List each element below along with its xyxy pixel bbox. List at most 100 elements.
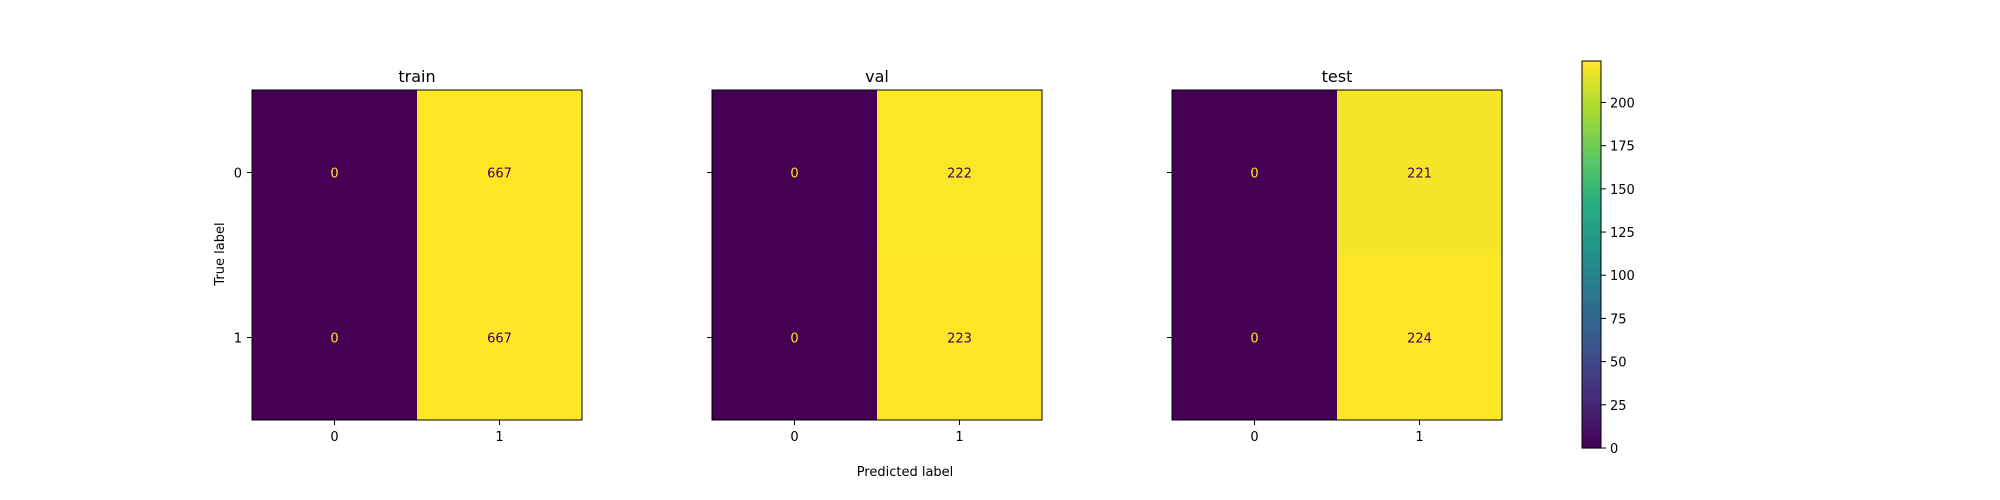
colorbar-tick-label: 200 [1610, 96, 1635, 111]
colorbar-segment [1582, 138, 1601, 144]
colorbar-segment [1582, 380, 1601, 386]
colorbar-segment [1582, 370, 1601, 377]
colorbar-segment [1582, 220, 1601, 227]
colorbar-segment [1582, 399, 1601, 406]
colorbar-segment [1582, 394, 1601, 401]
cell-value-1-1: 667 [487, 332, 512, 347]
colorbar-segment [1582, 85, 1601, 91]
colorbar-segment [1582, 65, 1601, 72]
colorbar-segment [1582, 254, 1601, 260]
colorbar-segment [1582, 206, 1601, 212]
y-tick-label: 0 [234, 167, 242, 182]
panel-title: test [1322, 67, 1353, 86]
colorbar-segment [1582, 317, 1601, 323]
colorbar-segment [1582, 356, 1601, 362]
cell-1-1 [877, 255, 1042, 420]
colorbar-segment [1582, 186, 1601, 193]
cell-0-0 [1172, 90, 1337, 255]
colorbar-segment [1582, 191, 1601, 198]
colorbar-segment [1582, 90, 1601, 96]
colorbar-segment [1582, 148, 1601, 154]
colorbar-segment [1582, 119, 1601, 125]
colorbar-segment [1582, 249, 1601, 256]
colorbar-segment [1582, 336, 1601, 343]
colorbar-segment [1582, 80, 1601, 86]
colorbar-segment [1582, 433, 1601, 439]
colorbar-segment [1582, 152, 1601, 159]
x-axis-title: Predicted label [857, 465, 954, 480]
colorbar-tick-label: 175 [1610, 140, 1635, 155]
panels-layer: 0 667 0 667 train 0 1 0 1 0 222 0 223 val 0 1 0 221 0 224 te… [234, 67, 1503, 445]
colorbar-segment [1582, 157, 1601, 164]
colorbar-segment [1582, 259, 1601, 265]
colorbar-segment [1582, 389, 1601, 396]
colorbar-segment [1582, 172, 1601, 178]
colorbar-segment [1582, 278, 1601, 285]
colorbar-segment [1582, 162, 1601, 169]
colorbar: 0 25 50 75 100 125 150 175 200 [1581, 60, 1635, 457]
colorbar-segment [1582, 423, 1601, 430]
colorbar-tick-label: 25 [1610, 399, 1627, 414]
cell-0-0 [712, 90, 877, 255]
colorbar-segment [1582, 94, 1601, 101]
cell-value-0-0: 0 [790, 167, 798, 182]
colorbar-segment [1582, 61, 1601, 67]
colorbar-tick-label: 75 [1610, 312, 1627, 327]
colorbar-segment [1582, 418, 1601, 425]
colorbar-segment [1582, 114, 1601, 120]
panel-title: train [398, 67, 435, 86]
colorbar-segment [1582, 414, 1601, 420]
colorbar-tick-label: 125 [1610, 226, 1635, 241]
cell-value-1-0: 0 [330, 332, 338, 347]
panel-frame [1171, 89, 1503, 421]
colorbar-segment [1582, 109, 1601, 115]
colorbar-segment [1582, 428, 1601, 435]
colorbar-segment [1582, 128, 1601, 135]
colorbar-segment [1582, 298, 1601, 304]
colorbar-segment [1582, 365, 1601, 372]
colorbar-segment [1582, 360, 1601, 367]
panel-frame [711, 89, 1043, 421]
colorbar-segment [1582, 438, 1601, 444]
panel-title: val [865, 67, 889, 86]
colorbar-segment [1582, 283, 1601, 289]
colorbar-segment [1582, 123, 1601, 130]
cell-0-1 [877, 90, 1042, 255]
colorbar-segment [1582, 196, 1601, 202]
colorbar-segment [1582, 273, 1601, 280]
x-tick-label: 0 [330, 430, 338, 445]
colorbar-segment [1582, 201, 1601, 207]
colorbar-segment [1582, 409, 1601, 415]
colorbar-tick-label: 0 [1610, 442, 1618, 457]
cell-value-0-1: 222 [947, 167, 972, 182]
colorbar-segment [1582, 331, 1601, 338]
panel-train: 0 667 0 667 train 0 1 0 1 [234, 67, 583, 445]
colorbar-tick-label: 150 [1610, 183, 1635, 198]
cell-value-1-1: 224 [1407, 332, 1432, 347]
x-tick-label: 1 [1415, 430, 1423, 445]
colorbar-segment [1582, 215, 1601, 222]
colorbar-segment [1582, 375, 1601, 381]
colorbar-segment [1582, 239, 1601, 246]
colorbar-segment [1582, 143, 1601, 149]
cell-0-1 [417, 90, 582, 255]
colorbar-segment [1582, 443, 1601, 449]
panel-frame [251, 89, 583, 421]
colorbar-segment [1582, 244, 1601, 251]
x-tick-label: 1 [955, 430, 963, 445]
colorbar-segment [1582, 235, 1601, 241]
cell-value-1-0: 0 [790, 332, 798, 347]
colorbar-segment [1582, 302, 1601, 309]
cell-0-0 [252, 90, 417, 255]
x-tick-label: 0 [790, 430, 798, 445]
colorbar-segment [1582, 385, 1601, 391]
cell-1-1 [1337, 255, 1502, 420]
colorbar-segment [1582, 312, 1601, 318]
cell-value-0-1: 667 [487, 167, 512, 182]
colorbar-segment [1582, 307, 1601, 314]
colorbar-segment [1582, 75, 1601, 81]
cell-value-0-0: 0 [1250, 167, 1258, 182]
colorbar-tick-label: 50 [1610, 356, 1627, 371]
colorbar-segment [1582, 210, 1601, 217]
